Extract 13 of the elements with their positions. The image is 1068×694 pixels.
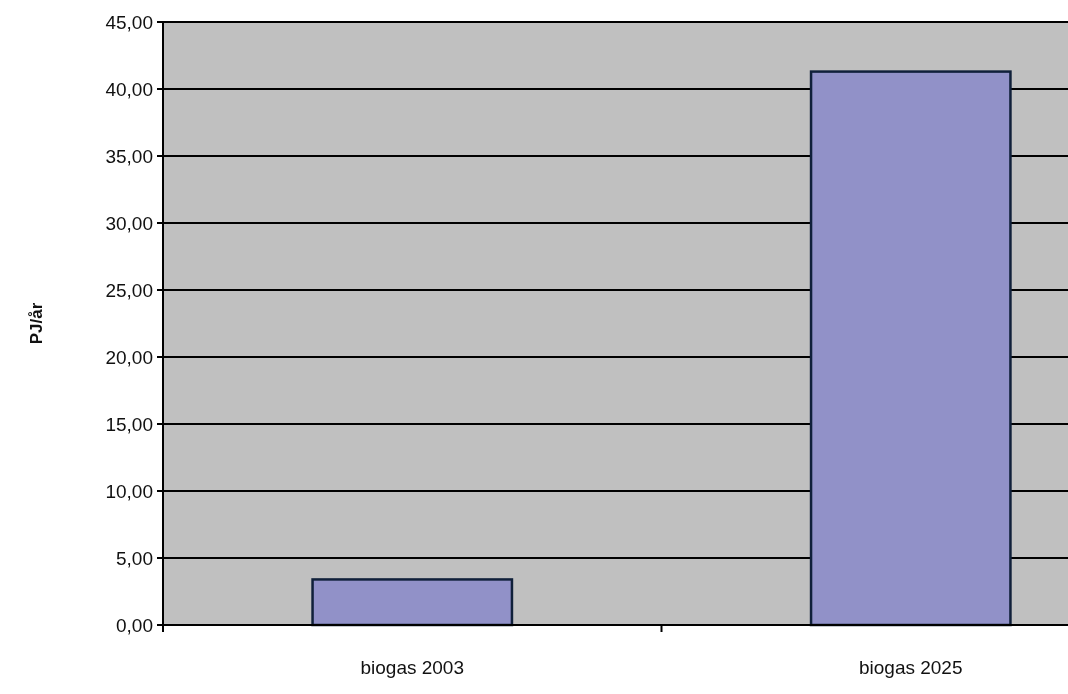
x-tick-label: biogas 2025 bbox=[858, 657, 963, 678]
y-tick-label: 5,00 bbox=[116, 547, 153, 569]
y-tick-label: 40,00 bbox=[105, 78, 153, 100]
y-axis-title: PJ/år bbox=[27, 302, 46, 345]
y-tick-label: 35,00 bbox=[105, 145, 153, 167]
y-tick-label: 25,00 bbox=[105, 279, 153, 301]
y-tick-label: 15,00 bbox=[105, 413, 153, 435]
y-tick-label: 0,00 bbox=[116, 614, 153, 636]
x-tick-label: biogas 2003 bbox=[360, 657, 465, 678]
y-tick-label: 20,00 bbox=[105, 346, 153, 368]
y-tick-label: 10,00 bbox=[105, 480, 153, 502]
y-tick-label: 30,00 bbox=[105, 212, 153, 234]
y-tick-label: 45,00 bbox=[105, 11, 153, 33]
